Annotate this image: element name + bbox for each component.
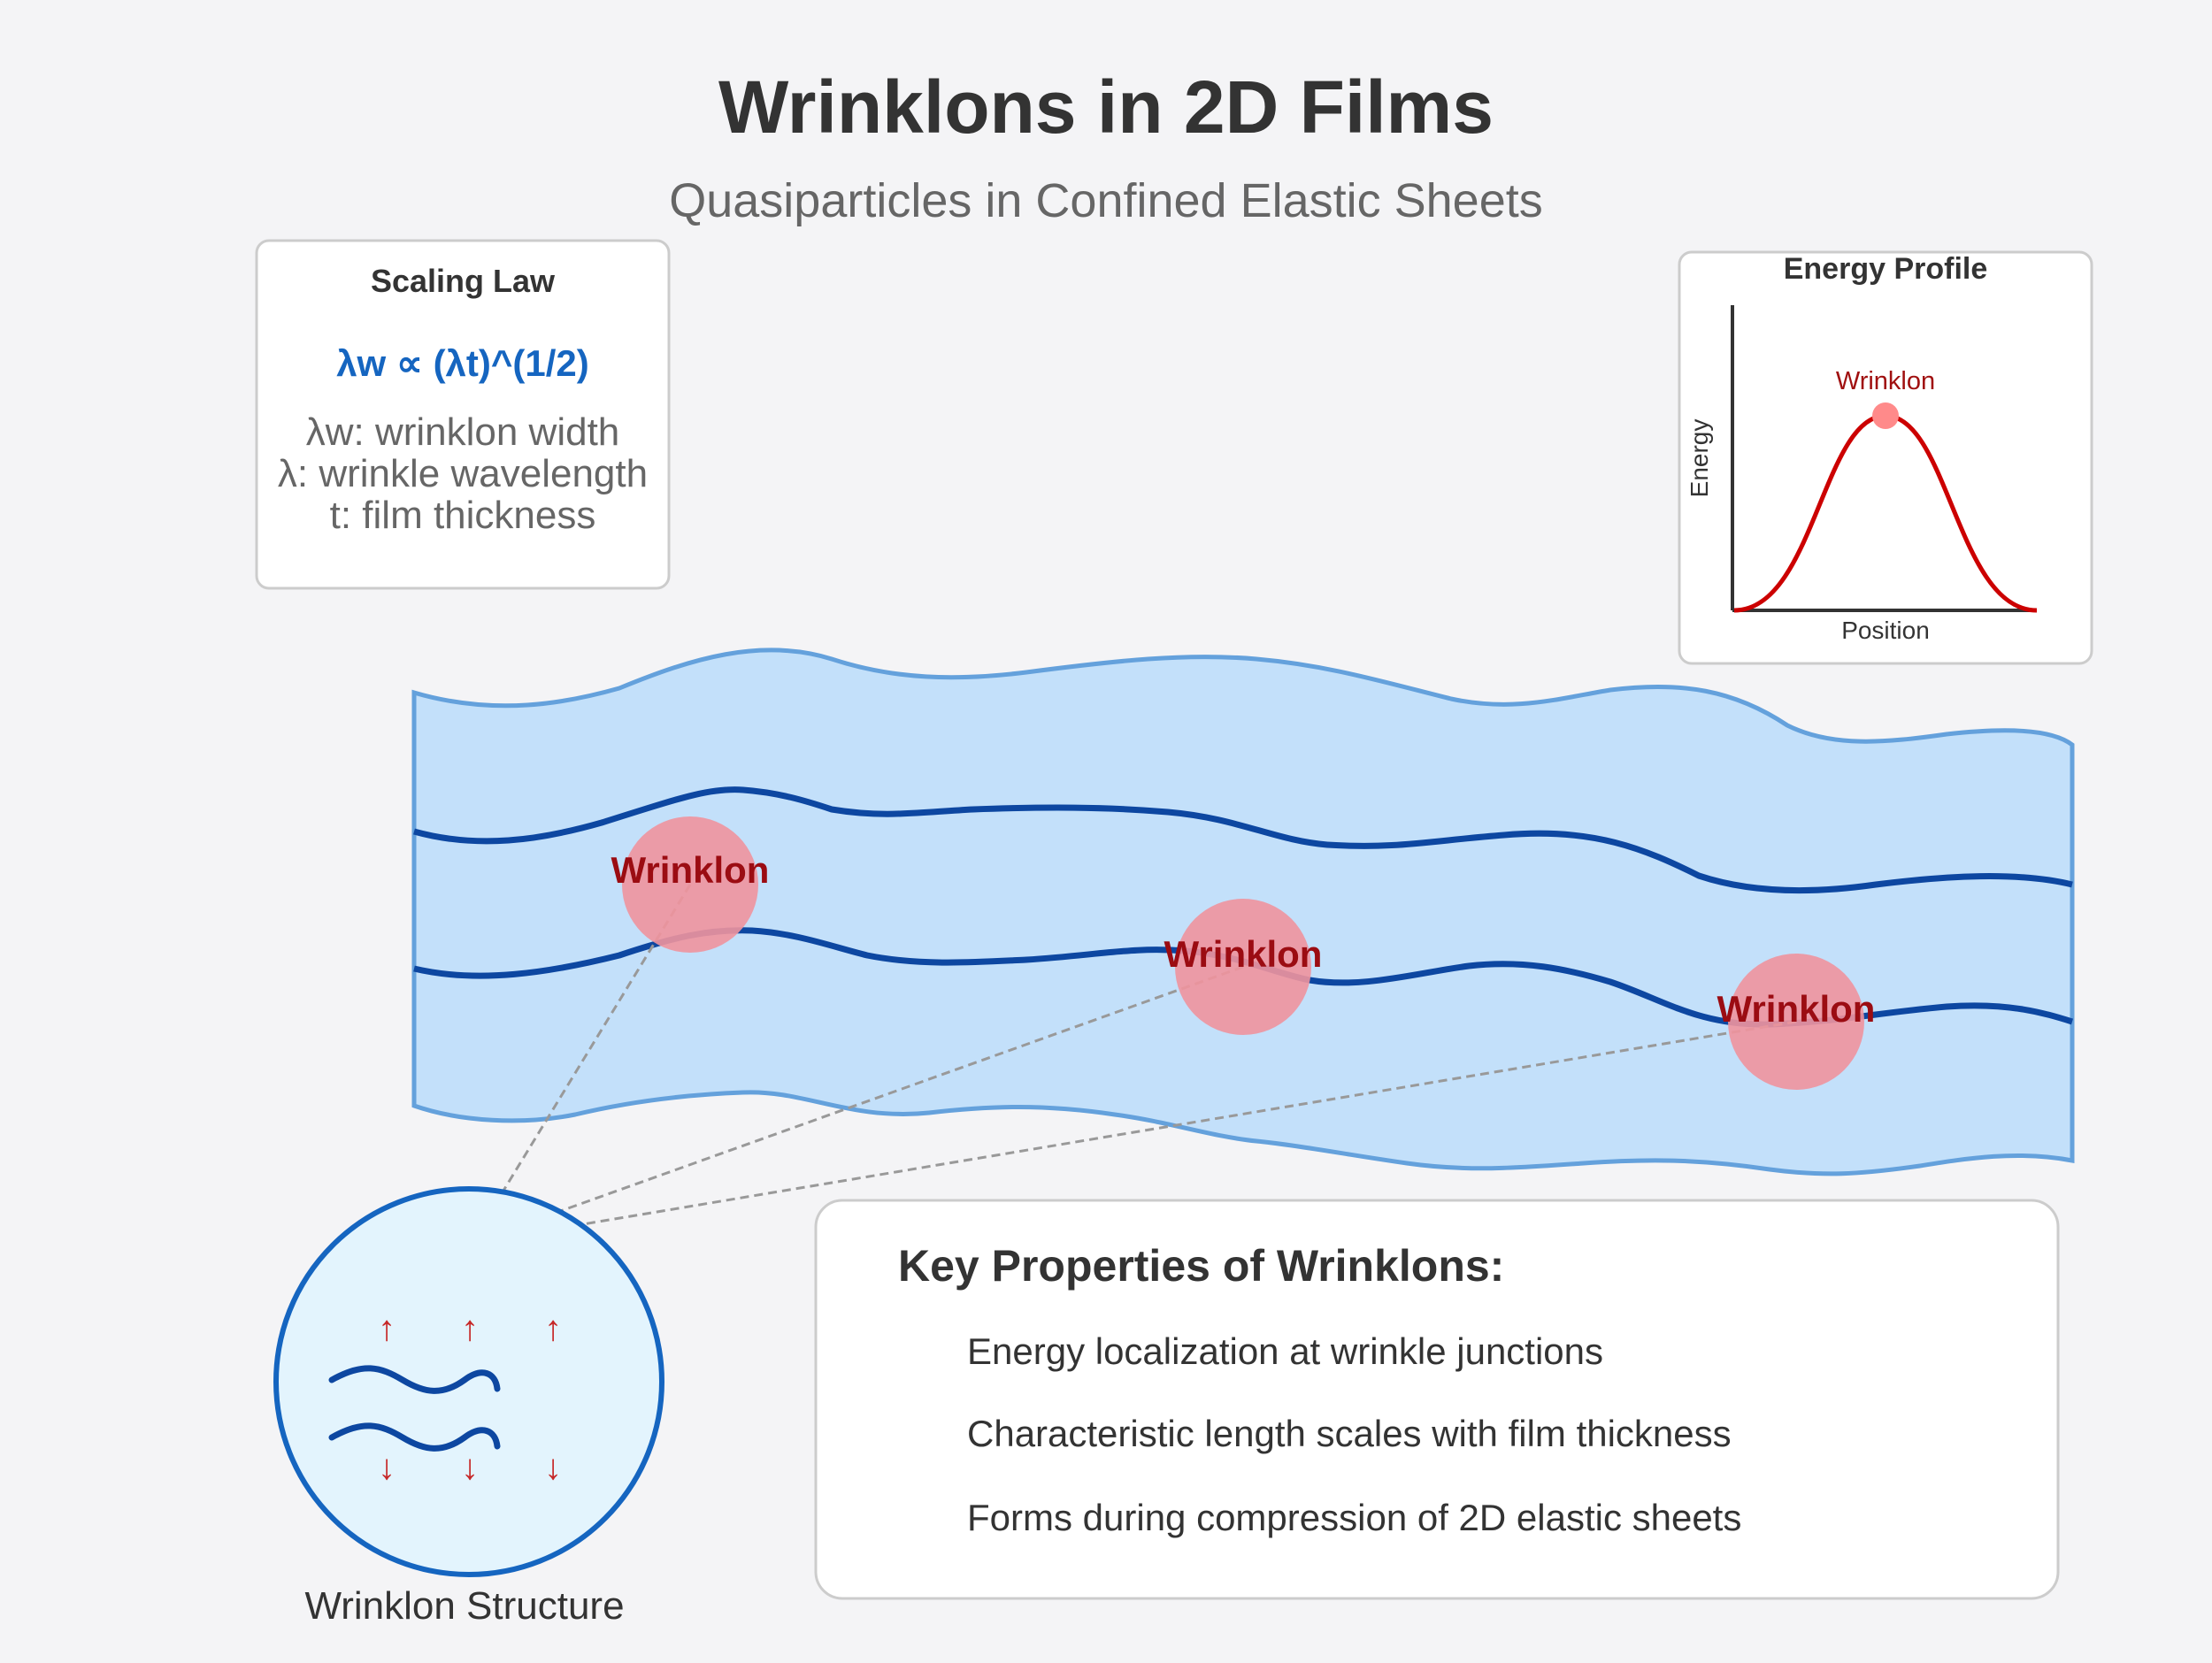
connector-line-2 <box>471 965 1244 1245</box>
structure-circle <box>273 1186 664 1577</box>
scaling-law-box <box>255 239 671 590</box>
wrinklon-marker-2 <box>1175 899 1311 1035</box>
down-arrow-icon: ↓ <box>461 1448 479 1487</box>
wrinklon-label-3: Wrinklon <box>1717 988 1876 1030</box>
scaling-law-panel: Scaling Law λw ∝ (λt)^(1/2) λw: wrinklon… <box>255 239 671 590</box>
energy-x-label: Position <box>1841 617 1930 644</box>
up-arrow-icon: ↑ <box>378 1309 396 1348</box>
up-arrow-icon: ↑ <box>461 1309 479 1348</box>
energy-peak-label: Wrinklon <box>1836 367 1935 395</box>
wrinklon-marker-1 <box>622 816 758 953</box>
energy-peak-marker <box>1872 402 1899 429</box>
scaling-law-def-thickness: t: film thickness <box>330 494 596 537</box>
key-properties-box <box>814 1199 2060 1600</box>
connector-lines <box>470 884 1797 1245</box>
key-properties-panel: Key Properties of Wrinklons: Energy loca… <box>814 1199 2060 1600</box>
scaling-law-def-width: λw: wrinklon width <box>306 410 620 454</box>
wrinklon-markers: Wrinklon Wrinklon Wrinklon <box>611 816 1876 1090</box>
wrinklon-label-2: Wrinklon <box>1164 933 1323 975</box>
down-arrow-icon: ↓ <box>378 1448 396 1487</box>
structure-wave-lower <box>328 1422 501 1452</box>
structure-caption: Wrinklon Structure <box>304 1584 624 1628</box>
page-subtitle: Quasiparticles in Confined Elastic Sheet… <box>669 174 1543 227</box>
energy-profile-box <box>1678 250 2093 665</box>
property-item-3: Forms during compression of 2D elastic s… <box>967 1497 1741 1538</box>
page-title: Wrinklons in 2D Films <box>718 65 1494 149</box>
up-arrow-icon: ↑ <box>544 1309 562 1348</box>
wrinklon-label-1: Wrinklon <box>611 849 770 891</box>
energy-y-label: Energy <box>1686 419 1713 498</box>
scaling-law-def-wavelength: λ: wrinkle wavelength <box>278 452 648 495</box>
connector-line-3 <box>471 1020 1797 1245</box>
scaling-law-heading: Scaling Law <box>371 263 556 299</box>
key-properties-heading: Key Properties of Wrinklons: <box>898 1241 1504 1291</box>
wrinkle-line-upper <box>413 786 2073 894</box>
wrinklon-structure-inset: ↑ ↑ ↑ ↓ ↓ ↓ Wrinklon Structure <box>273 1186 664 1628</box>
energy-profile-heading: Energy Profile <box>1784 252 1988 286</box>
energy-profile-panel: Energy Profile Wrinklon Energy Position <box>1678 250 2093 665</box>
scaling-law-formula: λw ∝ (λt)^(1/2) <box>336 342 589 384</box>
property-item-1: Energy localization at wrinkle junctions <box>967 1330 1603 1372</box>
wrinklon-marker-3 <box>1728 954 1864 1090</box>
down-arrow-icon: ↓ <box>544 1448 562 1487</box>
property-item-2: Characteristic length scales with film t… <box>967 1413 1732 1454</box>
structure-wave-upper <box>328 1365 501 1394</box>
